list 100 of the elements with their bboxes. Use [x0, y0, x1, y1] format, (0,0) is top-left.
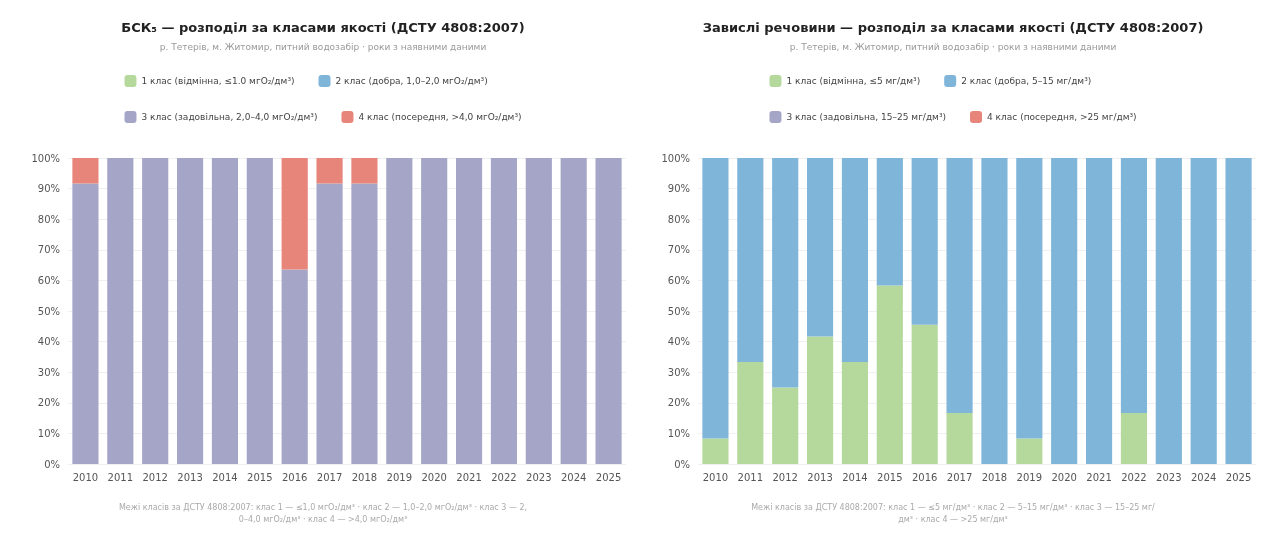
x-tick-label: 2019 [386, 471, 413, 483]
legend-label: 2 клас (добра, 5–15 мг/дм³) [961, 76, 1092, 86]
y-tick-label: 40% [37, 336, 60, 348]
bar [560, 158, 587, 464]
bar [911, 158, 938, 325]
x-tick-label: 2025 [595, 471, 622, 483]
x-tick-label: 2025 [1225, 471, 1252, 483]
x-tick-label: 2012 [772, 471, 798, 483]
bar [1085, 158, 1113, 464]
bar [455, 158, 483, 464]
bar [946, 412, 973, 464]
bar [281, 269, 308, 464]
bar [841, 362, 869, 464]
bar [876, 158, 903, 286]
x-tick-label: 2018 [981, 471, 1008, 483]
bar [176, 158, 204, 464]
bar [246, 158, 273, 464]
y-tick-label: 30% [667, 366, 690, 378]
bar [386, 158, 413, 464]
x-tick-label: 2016 [911, 471, 938, 483]
x-tick-label: 2019 [1016, 471, 1043, 483]
bar [1120, 412, 1148, 464]
y-tick-label: 40% [667, 336, 690, 348]
x-tick-label: 2023 [1156, 471, 1182, 483]
x-tick-label: 2015 [877, 471, 903, 483]
chart-title: Завислі речовини — розподіл за класами якості (ДСТУ 4808:2007) [702, 20, 1204, 35]
x-tick-label: 2012 [142, 471, 168, 483]
x-tick-label: 2016 [281, 471, 308, 483]
bar [1155, 158, 1182, 464]
bar [702, 158, 729, 439]
text: Межі класів за ДСТУ 4808:2007: клас 1 — ≤5 мг/дм³ · клас 2 — 5–15 мг/дм³ · клас 3 — 15–25 мг/дм³ · клас 4 — >25 мг/дм³ [751, 502, 1156, 524]
chart-subtitle: р. Тетерів, м. Житомир, питний водозабір · роки з наявними даними [159, 41, 487, 52]
x-tick-label: 2010 [72, 471, 99, 483]
x-tick-label: 2022 [491, 471, 517, 483]
legend-label: 1 клас (відмінна, ≤5 мг/дм³) [786, 76, 921, 86]
y-tick-label: 50% [37, 305, 60, 317]
legend-label: 3 клас (задовільна, 2,0–4,0 мгО₂/дм³) [141, 112, 318, 122]
bar [421, 158, 448, 464]
bar [107, 158, 134, 464]
x-tick-label: 2024 [1190, 471, 1217, 483]
x-tick-label: 2013 [177, 471, 203, 483]
y-tick-label: 60% [667, 274, 690, 286]
bar [841, 158, 869, 363]
y-tick-label: 100% [661, 152, 690, 164]
x-tick-label: 2010 [702, 471, 729, 483]
bar [316, 183, 343, 464]
bar [772, 387, 799, 464]
x-tick-label: 2020 [1051, 471, 1077, 483]
y-tick-label: 50% [667, 305, 690, 317]
bar [595, 158, 622, 464]
y-tick-label: 20% [37, 397, 60, 409]
bar [351, 183, 378, 464]
bar [490, 158, 518, 464]
bar [316, 158, 343, 184]
bar [1051, 158, 1078, 464]
bar [981, 158, 1008, 464]
x-tick-label: 2020 [421, 471, 447, 483]
x-tick-label: 2014 [842, 471, 868, 483]
bar [1016, 158, 1043, 439]
x-tick-label: 2011 [107, 471, 134, 483]
bar [211, 158, 239, 464]
legend-label: 3 клас (задовільна, 15–25 мг/дм³) [786, 112, 947, 122]
legend-label: 4 клас (посередня, >25 мг/дм³) [987, 112, 1137, 122]
x-tick-label: 2017 [946, 471, 973, 483]
bar [946, 158, 973, 413]
y-tick-label: 70% [37, 244, 60, 256]
bar [876, 285, 903, 464]
y-tick-label: 60% [37, 274, 60, 286]
bar [1225, 158, 1252, 464]
bar [281, 158, 308, 270]
bar [1120, 158, 1148, 413]
y-tick-label: 10% [37, 427, 60, 439]
bar [351, 158, 378, 184]
bar [772, 158, 799, 388]
chart-title: БСК₅ — розподіл за класами якості (ДСТУ 4808:2007) [121, 20, 525, 35]
y-tick-label: 80% [667, 213, 690, 225]
y-tick-label: 90% [37, 183, 60, 195]
bar [525, 158, 552, 464]
x-tick-label: 2017 [316, 471, 343, 483]
legend-label: 4 клас (посередня, >4,0 мгО₂/дм³) [358, 112, 522, 122]
x-tick-label: 2011 [737, 471, 764, 483]
bar [911, 324, 938, 464]
chart-subtitle: р. Тетерів, м. Житомир, питний водозабір · роки з наявними даними [789, 41, 1117, 52]
x-tick-label: 2014 [212, 471, 238, 483]
legend-label: 1 клас (відмінна, ≤1.0 мгО₂/дм³) [141, 76, 295, 86]
x-tick-label: 2018 [351, 471, 378, 483]
y-tick-label: 0% [44, 458, 60, 470]
y-tick-label: 70% [667, 244, 690, 256]
y-tick-label: 20% [667, 397, 690, 409]
y-tick-label: 0% [674, 458, 690, 470]
legend-label: 2 клас (добра, 1,0–2,0 мгО₂/дм³) [335, 76, 488, 86]
bar [737, 158, 764, 363]
bar [1016, 438, 1043, 464]
y-tick-label: 10% [667, 427, 690, 439]
y-tick-label: 100% [31, 152, 60, 164]
y-tick-label: 90% [667, 183, 690, 195]
text: Межі класів за ДСТУ 4808:2007: клас 1 — ≤1,0 мгО₂/дм³ · клас 2 — 1,0–2,0 мгО₂/дм³ · клас 3 — 2,0–4,0 мгО₂/дм³ · клас 4 — >4,0 мгО₂/дм³ [118, 502, 528, 524]
bar [737, 362, 764, 464]
bar [142, 158, 169, 464]
bar [806, 336, 834, 464]
